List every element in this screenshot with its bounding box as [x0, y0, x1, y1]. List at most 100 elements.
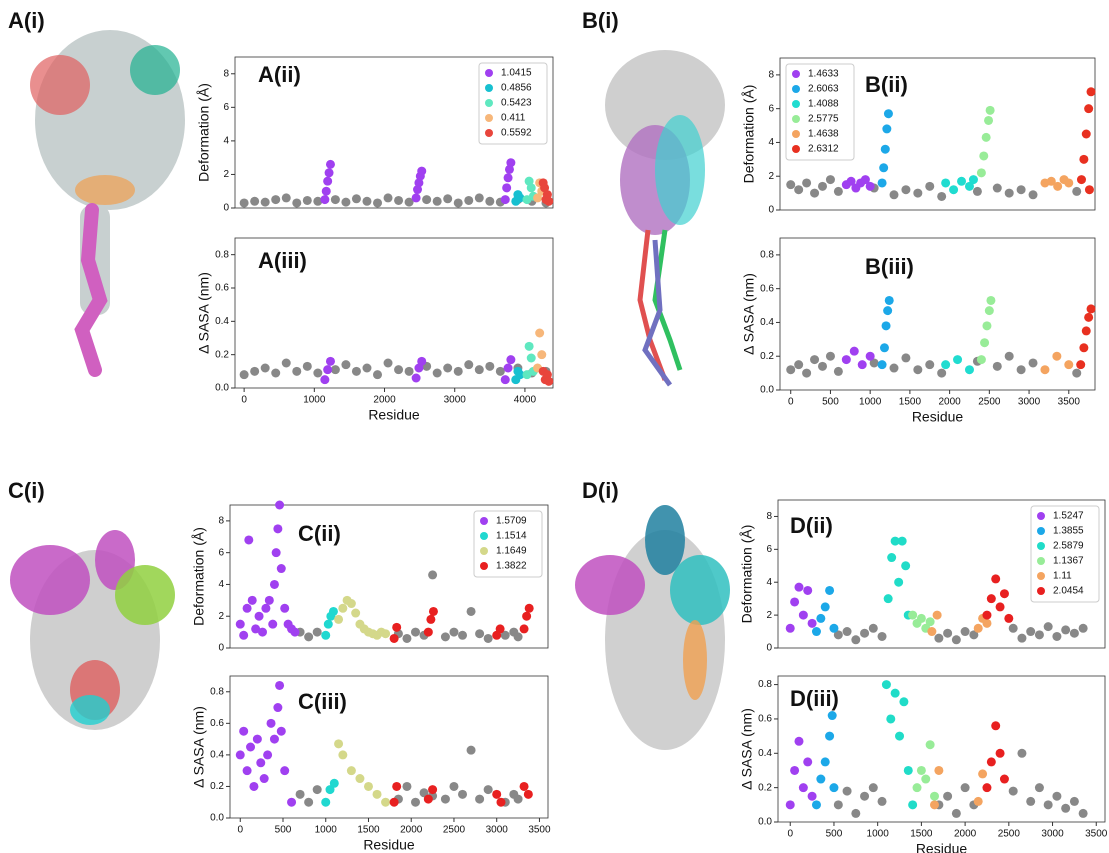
- point: [972, 186, 982, 196]
- legend-label: 0.5423: [501, 98, 532, 109]
- point: [312, 627, 322, 637]
- point: [495, 624, 505, 634]
- point: [1064, 178, 1074, 188]
- point: [951, 635, 961, 645]
- point: [292, 366, 302, 376]
- point: [930, 800, 940, 810]
- panel-label: A(i): [8, 8, 45, 33]
- scatter-chart: 0 2 4 6 8 Deformation (Å) C(ii) 1.5709 1.1514 1.1…: [191, 500, 549, 654]
- point: [860, 175, 870, 185]
- point: [417, 356, 427, 366]
- point: [423, 794, 433, 804]
- point: [999, 589, 1009, 599]
- point: [1084, 312, 1094, 322]
- point: [244, 535, 254, 545]
- y-axis-label: Δ SASA (nm): [739, 708, 755, 790]
- point: [475, 794, 485, 804]
- point: [271, 548, 281, 558]
- point: [495, 366, 505, 376]
- point: [912, 783, 922, 793]
- point: [901, 353, 911, 363]
- point: [916, 613, 926, 623]
- point: [251, 624, 261, 634]
- point: [913, 188, 923, 198]
- y-tick-label: 0.0: [215, 383, 229, 394]
- point: [960, 783, 970, 793]
- y-axis-label: Δ SASA (nm): [741, 273, 757, 355]
- point: [443, 194, 453, 204]
- x-tick-label: 3500: [1085, 829, 1108, 840]
- point: [474, 365, 484, 375]
- point: [833, 800, 843, 810]
- legend-marker: [792, 70, 800, 78]
- point: [1028, 190, 1038, 200]
- point: [515, 370, 525, 380]
- point: [389, 633, 399, 643]
- point: [449, 781, 459, 791]
- point: [325, 785, 335, 795]
- x-tick-label: 2000: [954, 829, 977, 840]
- point: [1072, 368, 1082, 378]
- y-tick-label: 6: [766, 544, 772, 555]
- point: [937, 368, 947, 378]
- point: [1069, 796, 1079, 806]
- point: [908, 610, 918, 620]
- legend-marker: [1037, 512, 1045, 520]
- point: [304, 632, 314, 642]
- point: [1008, 623, 1018, 633]
- point: [464, 195, 474, 205]
- point: [254, 611, 264, 621]
- y-axis-label: Deformation (Å): [191, 527, 207, 626]
- point: [500, 195, 510, 205]
- y-tick-label: 0: [768, 205, 774, 216]
- point: [889, 190, 899, 200]
- legend-marker: [480, 517, 488, 525]
- legend-marker: [1037, 527, 1045, 535]
- point: [392, 622, 402, 632]
- y-tick-label: 0.2: [758, 782, 772, 793]
- legend-marker: [480, 547, 488, 555]
- point: [951, 808, 961, 818]
- y-tick-label: 8: [766, 511, 772, 522]
- point: [542, 190, 552, 200]
- point: [351, 366, 361, 376]
- point: [330, 365, 340, 375]
- point: [886, 714, 896, 724]
- point: [877, 796, 887, 806]
- x-axis-label: Residue: [363, 837, 415, 853]
- point: [818, 361, 828, 371]
- point: [394, 195, 404, 205]
- point: [960, 627, 970, 637]
- point: [1078, 808, 1088, 818]
- point: [266, 718, 276, 728]
- point: [807, 618, 817, 628]
- point: [1076, 175, 1086, 185]
- x-tick-label: 0: [241, 395, 247, 406]
- point: [882, 124, 892, 134]
- y-tick-label: 0.6: [215, 283, 229, 294]
- point: [884, 295, 894, 305]
- point: [323, 365, 333, 375]
- point: [338, 603, 348, 613]
- y-tick-label: 0: [223, 203, 229, 214]
- point: [250, 196, 260, 206]
- legend-label: 1.1649: [496, 546, 527, 557]
- point: [798, 610, 808, 620]
- y-tick-label: 0.0: [760, 385, 774, 396]
- point: [535, 328, 545, 338]
- point: [925, 181, 935, 191]
- x-tick-label: 500: [275, 825, 292, 836]
- point: [523, 789, 533, 799]
- point: [1086, 304, 1096, 314]
- point: [458, 789, 468, 799]
- point: [325, 159, 335, 169]
- point: [827, 711, 837, 721]
- point: [883, 594, 893, 604]
- point: [304, 797, 314, 807]
- point: [1086, 87, 1096, 97]
- y-tick-label: 0.2: [210, 781, 224, 792]
- point: [1026, 796, 1036, 806]
- legend-marker: [792, 145, 800, 153]
- legend-marker: [1037, 587, 1045, 595]
- y-tick-label: 0.6: [760, 283, 774, 294]
